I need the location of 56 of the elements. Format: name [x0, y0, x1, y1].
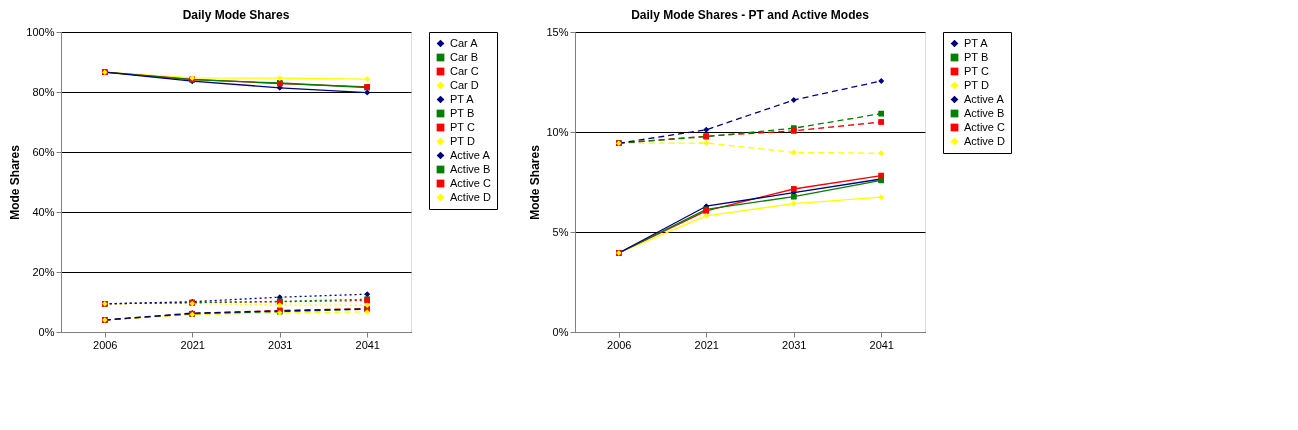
point: [364, 76, 370, 82]
point: [277, 75, 283, 81]
point: [791, 149, 797, 156]
chart-title: Daily Mode Shares - PT and Active Modes: [631, 8, 870, 22]
y-tick-label: 15%: [546, 25, 569, 38]
point: [364, 89, 370, 96]
chart-title: Daily Mode Shares: [182, 8, 290, 22]
point: [878, 150, 884, 156]
legend-label: PT A: [964, 36, 989, 49]
x-tick-label: 2021: [180, 338, 205, 351]
point: [878, 119, 884, 125]
y-tick-label: 0%: [552, 325, 569, 338]
y-tick-label: 60%: [32, 145, 55, 158]
legend-label: PT C: [964, 64, 989, 77]
legend-label: Active D: [450, 190, 492, 203]
x-tick-label: 2031: [268, 338, 293, 351]
point: [364, 291, 370, 297]
point: [277, 294, 283, 300]
y-tick-label: 0%: [38, 325, 55, 338]
legend-label: Active D: [964, 134, 1006, 147]
legend-label: Active B: [964, 106, 1005, 119]
legend-label: PT B: [964, 50, 989, 63]
x-tick-label: 2006: [607, 338, 632, 351]
legend-label: Car C: [450, 64, 479, 77]
legend-label: PT B: [450, 106, 475, 119]
legend-label: PT C: [450, 120, 475, 133]
y-tick-label: 40%: [32, 205, 55, 218]
legend-label: Car A: [450, 36, 479, 49]
legend-label: Active A: [450, 148, 491, 161]
y-tick-label: 100%: [26, 25, 55, 38]
y-axis-title: Mode Shares: [8, 144, 23, 220]
legend-label: Active C: [450, 176, 492, 189]
y-tick-label: 80%: [32, 85, 55, 98]
legend-label: PT D: [964, 78, 989, 91]
legend-label: Active A: [964, 92, 1005, 105]
x-tick-label: 2006: [93, 338, 118, 351]
legend-label: Car B: [450, 50, 479, 63]
y-tick-label: 10%: [546, 125, 569, 138]
y-axis-title: Mode Shares: [528, 144, 543, 220]
y-tick-label: 5%: [552, 225, 569, 238]
x-tick-label: 2041: [355, 338, 380, 351]
point: [791, 200, 797, 207]
point: [703, 127, 709, 133]
point: [791, 186, 797, 192]
x-tick-label: 2041: [869, 338, 894, 351]
legend-label: PT A: [450, 92, 475, 105]
legend-label: Active C: [964, 120, 1006, 133]
legend-label: Active B: [450, 162, 491, 175]
point: [703, 213, 709, 219]
point: [878, 194, 884, 200]
x-tick-label: 2031: [782, 338, 807, 351]
point: [277, 85, 283, 91]
legend-label: Car D: [450, 78, 479, 91]
x-tick-label: 2021: [694, 338, 719, 351]
y-tick-label: 20%: [32, 265, 55, 278]
legend-label: PT D: [450, 134, 475, 147]
